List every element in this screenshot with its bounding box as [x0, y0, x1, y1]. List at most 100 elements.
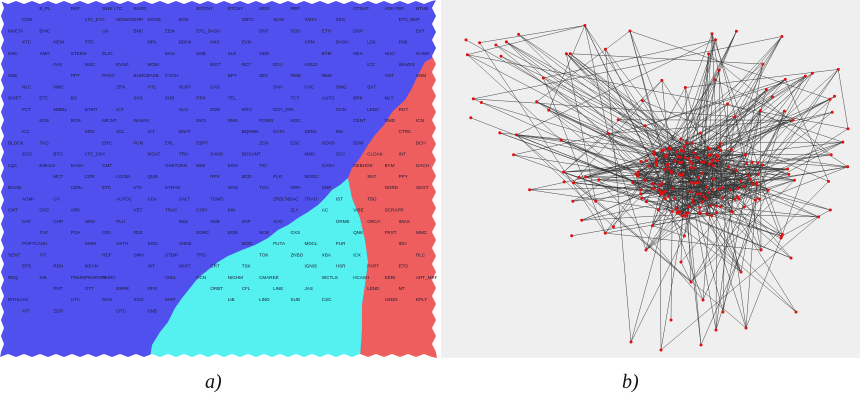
som-cell-label: EPS [22, 264, 31, 269]
som-cell-label: REF [102, 252, 111, 257]
graph-node [711, 187, 715, 191]
graph-edge [473, 98, 736, 117]
som-cell-label: SGG [148, 241, 159, 246]
som-cell-label: DASH [336, 40, 349, 45]
som-cell-label: SMH [134, 252, 144, 257]
graph-edge [571, 213, 701, 237]
graph-edge [543, 77, 702, 163]
som-cell-label: HSR [336, 264, 346, 269]
som-cell-label: WTC [242, 107, 253, 112]
som-cell-label: B_PL [39, 6, 51, 11]
som-cell-label: ATT [22, 308, 31, 313]
graph-node [679, 137, 683, 141]
som-cell-label: EMULS [39, 163, 55, 168]
graph-edge [561, 139, 660, 186]
som-cell-label: SNB [148, 308, 157, 313]
som-cell-label: MOAT [148, 152, 161, 157]
som-cell-label: ERC [102, 140, 112, 145]
graph-node [594, 199, 598, 203]
som-cell-label: BPT [228, 73, 237, 78]
graph-node [828, 97, 832, 101]
graph-node [643, 178, 647, 182]
graph-node [746, 174, 750, 178]
graph-edge [683, 147, 719, 152]
som-cell-label: NIGHM [228, 275, 243, 280]
som-cell-label: VIBE [353, 208, 363, 213]
graph-node [645, 159, 648, 163]
graph-node [677, 161, 681, 165]
som-cell-label: AHNE [179, 241, 192, 246]
som-cell-label: LOOM [116, 174, 130, 179]
graph-edge [605, 183, 654, 234]
som-cell-label: ORBT [210, 286, 223, 291]
graph-node [713, 78, 717, 82]
graph-edge [752, 183, 831, 211]
som-cell-label: JAS [305, 286, 313, 291]
som-cell-label: SCC [336, 152, 346, 157]
graph-node [726, 102, 729, 106]
graph-node [692, 182, 696, 185]
graph-node [652, 187, 655, 191]
som-cell-label: EGC [291, 140, 302, 145]
graph-node [656, 208, 660, 212]
graph-node [572, 181, 575, 185]
graph-node [658, 183, 662, 187]
som-cell-label: GXS [291, 230, 301, 235]
som-cell-label: XBA [322, 252, 332, 257]
graph-node [743, 153, 747, 157]
som-region-cyan [150, 178, 368, 358]
som-cell-label: MOD [242, 241, 253, 246]
graph-edge [690, 164, 763, 283]
som-cell-label: KEEI [259, 6, 269, 11]
som-cell-label: BNC [134, 28, 144, 33]
som-cell-label: MAETA [8, 28, 24, 33]
som-cell-label: VTA [134, 185, 144, 190]
graph-node [512, 153, 516, 157]
graph-edge [722, 112, 833, 199]
som-cell-label: ARK [71, 208, 81, 213]
graph-node [689, 190, 693, 194]
som-cell-label: SNM [416, 73, 426, 78]
graph-node [629, 340, 633, 344]
som-cell-label: LEDC [367, 107, 380, 112]
graph-node [469, 116, 473, 120]
som-cell-label: NKS [210, 40, 219, 45]
graph-node [652, 150, 656, 154]
graph-edge [703, 33, 713, 163]
graph-edge [479, 42, 606, 234]
som-cell-label: COFI [196, 208, 207, 213]
caption-b: b) [622, 371, 639, 393]
som-cell-label: FRST [385, 230, 397, 235]
graph-node [597, 178, 601, 182]
graph-node [696, 176, 700, 180]
graph-edge [635, 150, 663, 175]
graph-node [584, 175, 588, 179]
graph-edge [720, 168, 788, 207]
graph-node [580, 218, 584, 222]
graph-node [709, 153, 713, 157]
graph-node [517, 32, 521, 36]
graph-node [644, 248, 648, 252]
graph-node [643, 124, 647, 128]
graph-edge [529, 162, 656, 191]
graph-node [504, 40, 508, 44]
som-cell-label: EKO [196, 118, 206, 123]
som-cell-label: PAGC [102, 73, 115, 78]
graph-edge [479, 25, 585, 43]
graph-edge [708, 155, 789, 175]
som-cell-label: MTHLHAI [8, 297, 28, 302]
graph-edge [566, 53, 705, 163]
som-edge-strip [0, 0, 4, 358]
graph-edge [708, 53, 832, 155]
som-cell-label: PLG [273, 174, 283, 179]
graph-node [710, 32, 714, 36]
graph-node [792, 178, 796, 182]
graph-edge [661, 80, 672, 172]
som-cell-label: GAME [416, 51, 430, 56]
graph-edge [717, 73, 813, 162]
graph-node [541, 76, 545, 80]
graph-node [841, 140, 845, 144]
som-cell-label: MOGC [305, 174, 320, 179]
graph-edge [662, 39, 716, 194]
graph-node [730, 210, 734, 214]
